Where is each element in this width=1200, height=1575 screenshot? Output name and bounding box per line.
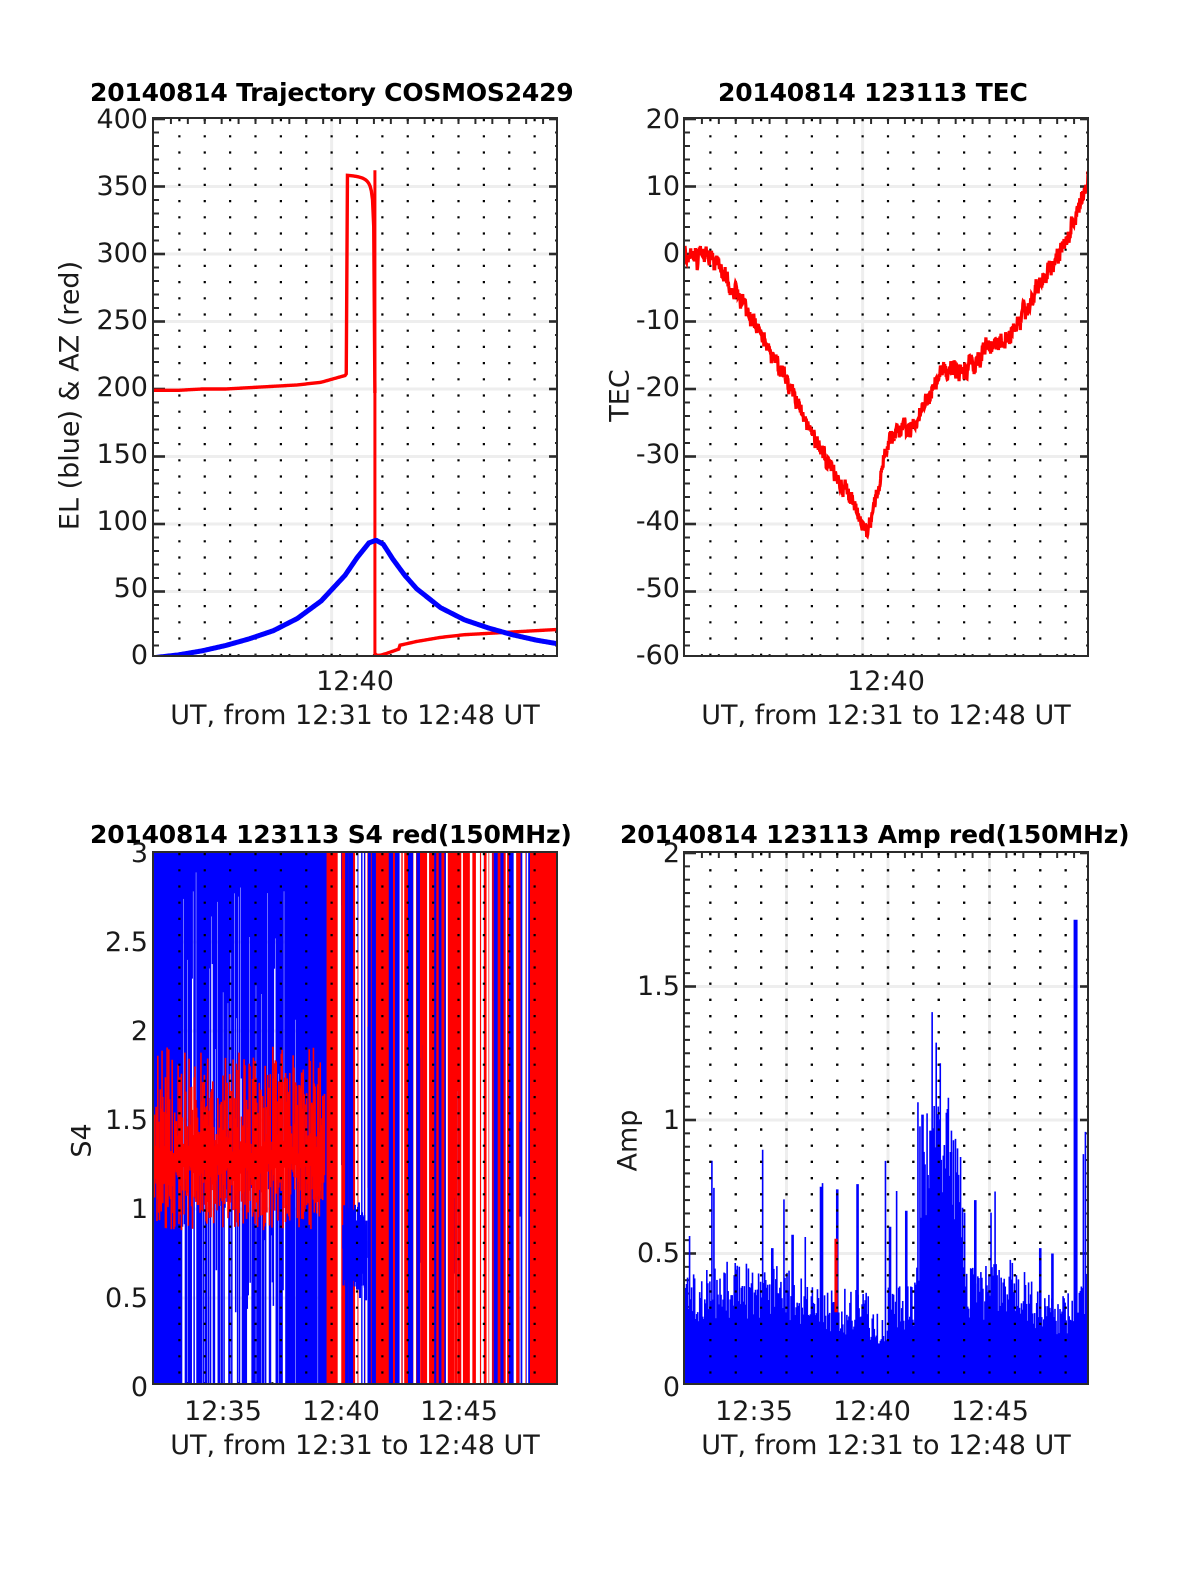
- s4-xtick-1235: 12:35: [184, 1396, 262, 1427]
- trajectory-title: 20140814 Trajectory COSMOS2429: [90, 78, 574, 107]
- amp-xtick-1240: 12:40: [833, 1396, 911, 1427]
- s4-ytick-2p5: 2.5: [105, 927, 148, 958]
- s4-ytick-0p5: 0.5: [105, 1283, 148, 1314]
- trajectory-ytick-50: 50: [113, 573, 148, 604]
- amp-ytick-1p5: 1.5: [637, 971, 680, 1002]
- amp-plot-area: [683, 851, 1089, 1385]
- tec-ytick-m30: -30: [635, 439, 680, 470]
- tec-ytick-20: 20: [645, 104, 680, 135]
- tec-svg: [685, 119, 1087, 655]
- tec-ytick-m20: -20: [635, 372, 680, 403]
- amp-xlabel: UT, from 12:31 to 12:48 UT: [701, 1430, 1071, 1461]
- amp-ytick-0: 0: [662, 1372, 680, 1403]
- s4-xlabel: UT, from 12:31 to 12:48 UT: [170, 1430, 540, 1461]
- tec-ytick-m40: -40: [635, 506, 680, 537]
- s4-xtick-1240: 12:40: [302, 1396, 380, 1427]
- tec-ytick-m60: -60: [635, 640, 680, 671]
- s4-xtick-1245: 12:45: [420, 1396, 498, 1427]
- amp-title: 20140814 123113 Amp red(150MHz): [620, 820, 1130, 849]
- tec-xtick-1240: 12:40: [847, 666, 925, 697]
- trajectory-ytick-0: 0: [130, 640, 148, 671]
- amp-ytick-0p5: 0.5: [637, 1238, 680, 1269]
- trajectory-ytick-350: 350: [96, 171, 148, 202]
- trajectory-xlabel: UT, from 12:31 to 12:48 UT: [170, 700, 540, 731]
- amp-xtick-1235: 12:35: [715, 1396, 793, 1427]
- s4-ytick-1p5: 1.5: [105, 1105, 148, 1136]
- trajectory-plot-area: [152, 117, 558, 657]
- s4-svg: [154, 853, 556, 1383]
- amp-ytick-1: 1: [662, 1105, 680, 1136]
- s4-ytick-2: 2: [130, 1016, 148, 1047]
- tec-ytick-10: 10: [645, 171, 680, 202]
- trajectory-ytick-150: 150: [96, 439, 148, 470]
- tec-plot-area: [683, 117, 1089, 657]
- s4-title: 20140814 123113 S4 red(150MHz): [90, 820, 572, 849]
- trajectory-ytick-300: 300: [96, 238, 148, 269]
- tec-ytick-0: 0: [662, 238, 680, 269]
- amp-svg: [685, 853, 1087, 1383]
- trajectory-ytick-250: 250: [96, 305, 148, 336]
- amp-xtick-1245: 12:45: [951, 1396, 1029, 1427]
- tec-ytick-m10: -10: [635, 305, 680, 336]
- tec-title: 20140814 123113 TEC: [718, 78, 1028, 107]
- s4-ytick-1: 1: [130, 1194, 148, 1225]
- amp-ytick-2: 2: [662, 838, 680, 869]
- s4-ytick-3: 3: [130, 838, 148, 869]
- trajectory-xtick-1240: 12:40: [316, 666, 394, 697]
- amp-ylabel: Amp: [612, 1109, 644, 1172]
- tec-ytick-m50: -50: [635, 573, 680, 604]
- trajectory-ytick-100: 100: [96, 506, 148, 537]
- s4-plot-area: [152, 851, 558, 1385]
- trajectory-ylabel: EL (blue) & AZ (red): [54, 260, 86, 531]
- trajectory-ytick-400: 400: [96, 104, 148, 135]
- s4-ylabel: S4: [66, 1123, 98, 1158]
- s4-ytick-0: 0: [130, 1372, 148, 1403]
- tec-xlabel: UT, from 12:31 to 12:48 UT: [701, 700, 1071, 731]
- trajectory-svg: [154, 119, 556, 655]
- trajectory-ytick-200: 200: [96, 372, 148, 403]
